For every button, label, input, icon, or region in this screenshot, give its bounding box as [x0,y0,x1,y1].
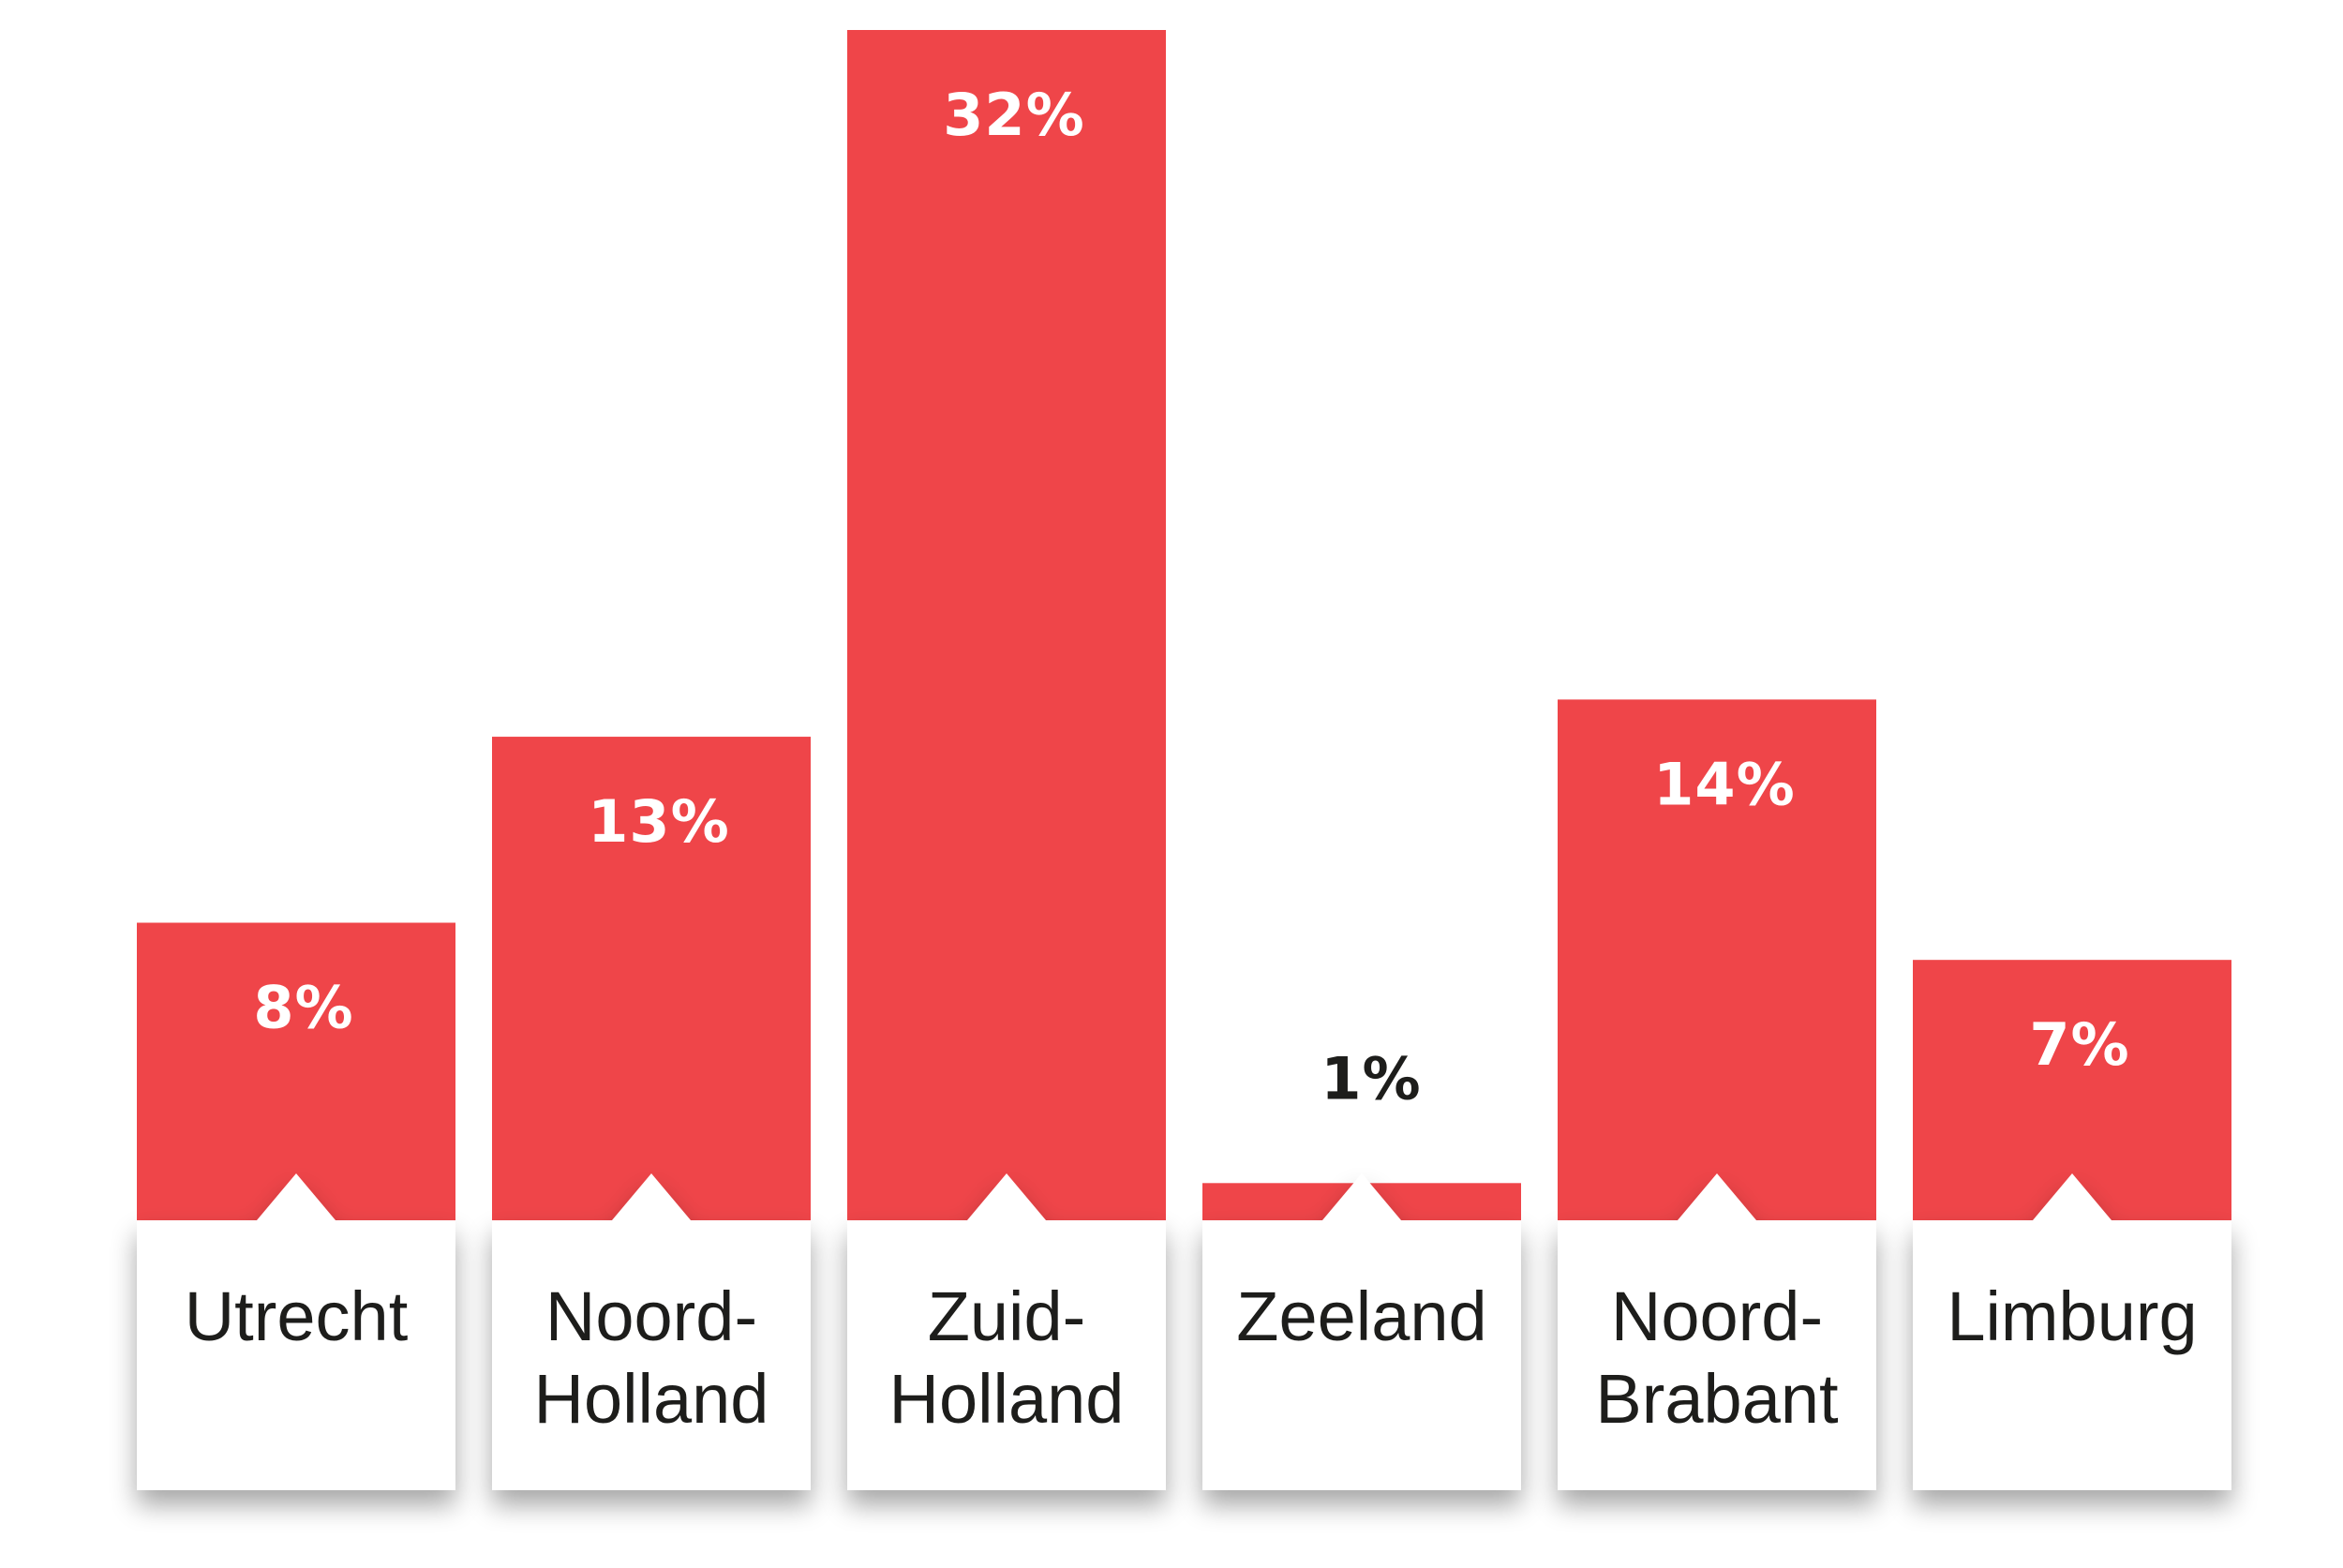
category-card [1913,1173,2231,1490]
category-cards-layer: Utrecht Noord-Holland Zuid-Holland Zeeland N… [137,1173,2231,1490]
value-label: 32% [943,81,1084,149]
value-label: 13% [588,787,729,856]
category-label: Zeeland [1236,1277,1486,1355]
bars-layer [137,30,2231,1220]
category-label: Limburg [1947,1277,2197,1355]
bar [847,30,1166,1220]
value-label: 7% [2029,1010,2129,1079]
category-card [492,1173,811,1490]
category-label: Zuid-Holland [889,1277,1125,1438]
category-label: Noord-Holland [534,1277,769,1438]
category-card [137,1173,455,1490]
value-label: 14% [1653,750,1795,818]
bar [492,737,811,1220]
category-label: Noord-Brabant [1595,1277,1839,1438]
value-label: 8% [253,974,353,1042]
category-card [847,1173,1166,1490]
category-card [1558,1173,1876,1490]
bar [1558,699,1876,1220]
bar [137,922,455,1220]
value-labels-layer: 8% 13% 32% 1% 14% 7% [253,81,2129,1113]
category-card [1202,1173,1521,1490]
value-label: 1% [1321,1044,1421,1113]
category-label: Utrecht [185,1277,409,1355]
